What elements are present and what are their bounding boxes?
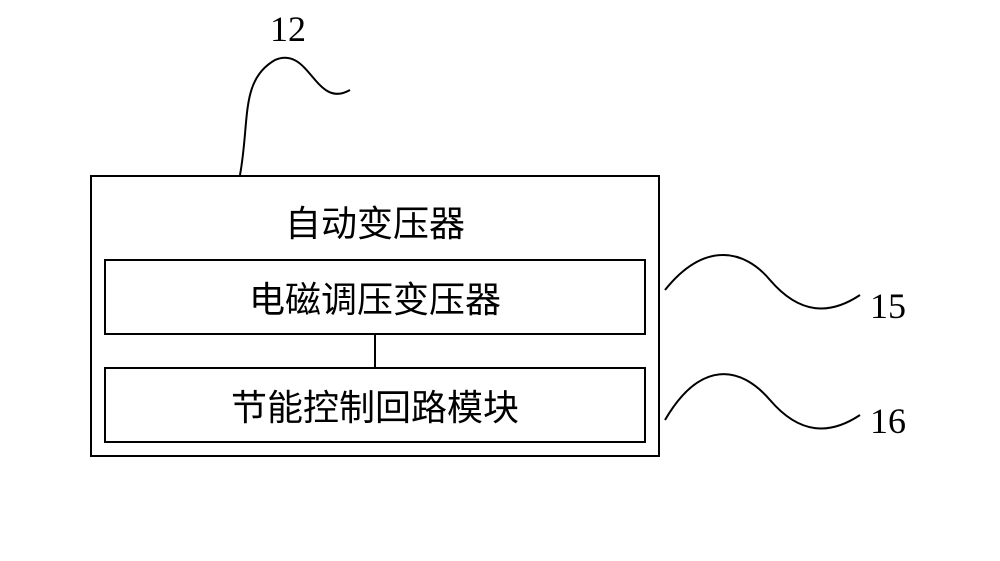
inner-box-2: 节能控制回路模块	[104, 367, 646, 443]
connector-line	[374, 335, 376, 367]
inner-box-1: 电磁调压变压器	[104, 259, 646, 335]
label-16: 16	[870, 400, 906, 442]
label-15: 15	[870, 285, 906, 327]
curve-mid	[660, 240, 870, 320]
outer-title: 自动变压器	[104, 195, 646, 247]
curve-bot	[660, 355, 870, 435]
outer-box: 自动变压器 电磁调压变压器 节能控制回路模块	[90, 175, 660, 457]
curve-top	[230, 40, 360, 180]
